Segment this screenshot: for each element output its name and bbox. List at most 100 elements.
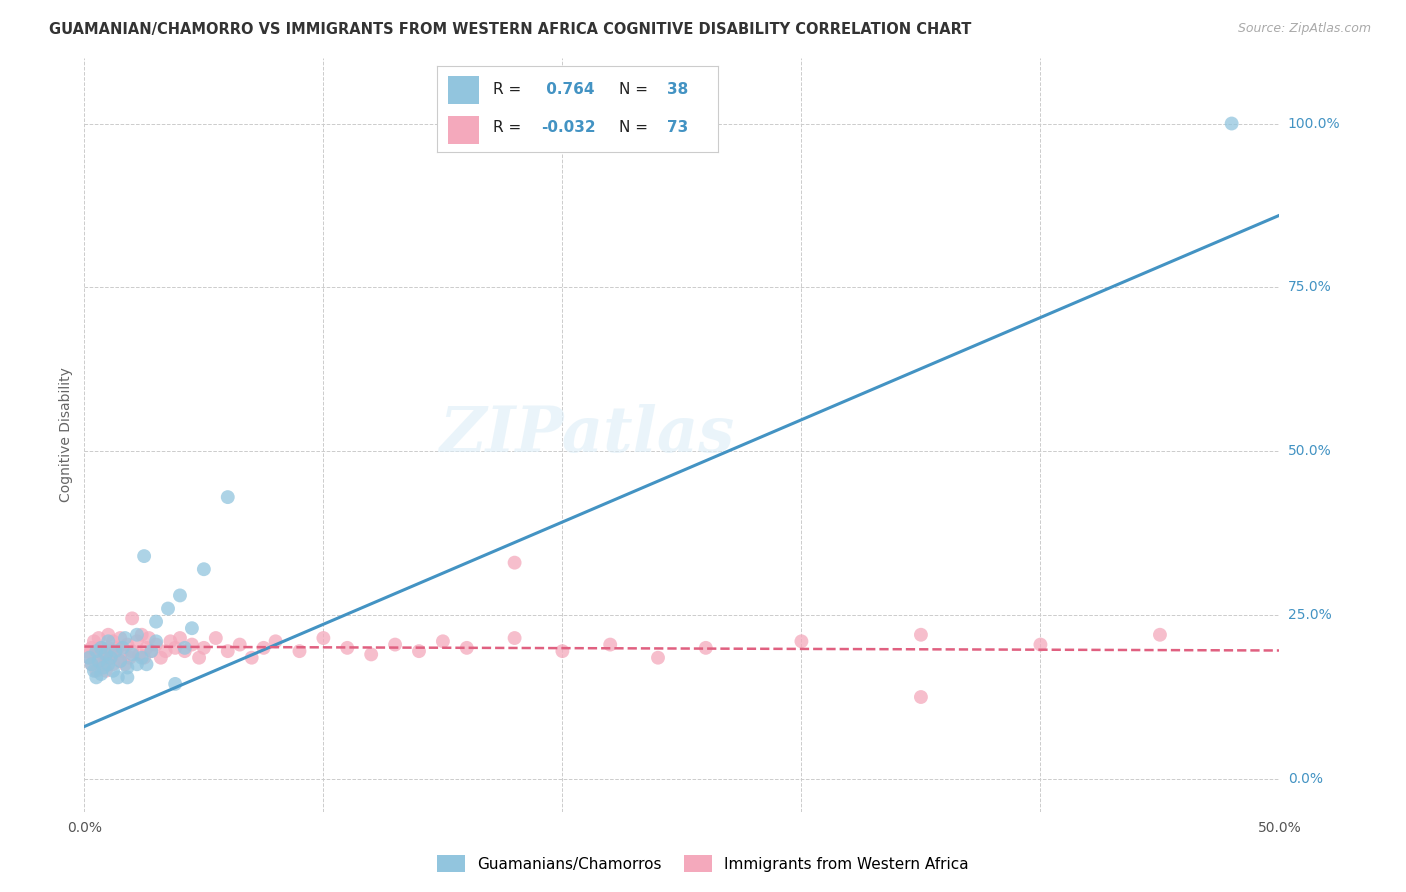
Point: [117, 660, 139, 674]
Point: [100, 650, 122, 665]
Legend: Guamanians/Chamorros, Immigrants from Western Africa: Guamanians/Chamorros, Immigrants from We…: [430, 847, 976, 880]
Point: [503, 631, 526, 645]
Point: [76, 644, 98, 658]
Point: [217, 490, 239, 504]
Point: [87, 644, 110, 658]
Point: [121, 644, 143, 658]
Point: [169, 589, 191, 603]
Point: [111, 640, 134, 655]
Point: [456, 640, 478, 655]
Point: [104, 648, 127, 662]
Point: [135, 657, 157, 672]
Point: [165, 640, 187, 655]
Point: [155, 644, 177, 658]
Point: [97, 657, 120, 672]
Point: [118, 650, 141, 665]
Point: [228, 638, 252, 652]
Point: [107, 670, 129, 684]
Point: [135, 640, 157, 655]
Y-axis label: Cognitive Disability: Cognitive Disability: [59, 368, 73, 502]
Point: [1029, 638, 1052, 652]
Point: [695, 640, 717, 655]
Point: [647, 650, 669, 665]
Point: [87, 631, 110, 645]
Point: [87, 654, 110, 668]
Point: [84, 644, 107, 658]
Text: Source: ZipAtlas.com: Source: ZipAtlas.com: [1237, 22, 1371, 36]
Point: [1149, 628, 1171, 642]
Point: [125, 657, 148, 672]
Text: GUAMANIAN/CHAMORRO VS IMMIGRANTS FROM WESTERN AFRICA COGNITIVE DISABILITY CORREL: GUAMANIAN/CHAMORRO VS IMMIGRANTS FROM WE…: [49, 22, 972, 37]
Point: [101, 657, 124, 672]
Point: [360, 648, 382, 662]
Point: [94, 650, 117, 665]
Point: [77, 650, 100, 665]
Point: [910, 628, 932, 642]
Text: 25.0%: 25.0%: [1288, 608, 1331, 622]
Point: [131, 628, 153, 642]
Point: [90, 667, 112, 681]
Text: 75.0%: 75.0%: [1288, 280, 1331, 294]
Point: [384, 638, 406, 652]
Point: [101, 664, 124, 678]
Point: [84, 650, 107, 665]
Text: 0.0%: 0.0%: [1288, 772, 1323, 786]
Point: [90, 654, 112, 668]
Point: [93, 657, 115, 672]
Point: [131, 650, 153, 665]
Point: [111, 644, 134, 658]
Point: [125, 634, 148, 648]
Point: [217, 644, 239, 658]
Point: [288, 644, 311, 658]
Point: [80, 657, 103, 672]
Point: [104, 644, 127, 658]
Point: [132, 650, 156, 665]
Point: [180, 638, 202, 652]
Point: [77, 650, 100, 665]
Point: [910, 690, 932, 704]
Text: ZIPatlas: ZIPatlas: [439, 404, 734, 466]
Point: [114, 631, 136, 645]
Point: [84, 670, 107, 684]
Point: [180, 621, 202, 635]
Point: [107, 640, 129, 655]
Point: [336, 640, 359, 655]
Point: [93, 644, 115, 658]
Point: [169, 631, 191, 645]
Point: [121, 648, 143, 662]
Point: [97, 634, 120, 648]
Point: [503, 556, 526, 570]
Point: [80, 640, 103, 655]
Text: 50.0%: 50.0%: [1288, 444, 1331, 458]
Point: [205, 631, 228, 645]
Point: [193, 640, 215, 655]
Point: [94, 664, 117, 678]
Point: [1220, 116, 1243, 130]
Point: [97, 640, 120, 655]
Point: [141, 644, 163, 658]
Point: [117, 638, 139, 652]
Point: [253, 640, 276, 655]
Point: [93, 660, 115, 674]
Point: [432, 634, 454, 648]
Point: [110, 654, 132, 668]
Point: [240, 650, 263, 665]
Point: [83, 634, 105, 648]
Point: [193, 562, 215, 576]
Point: [100, 644, 122, 658]
Point: [83, 664, 105, 678]
Point: [145, 638, 167, 652]
Point: [100, 650, 122, 665]
Point: [312, 631, 335, 645]
Point: [114, 657, 136, 672]
Point: [264, 634, 287, 648]
Point: [84, 664, 107, 678]
Point: [90, 640, 112, 655]
Point: [138, 631, 160, 645]
Point: [173, 644, 195, 658]
Point: [599, 638, 621, 652]
Point: [110, 631, 132, 645]
Point: [80, 657, 103, 672]
Point: [90, 640, 112, 655]
Point: [110, 654, 132, 668]
